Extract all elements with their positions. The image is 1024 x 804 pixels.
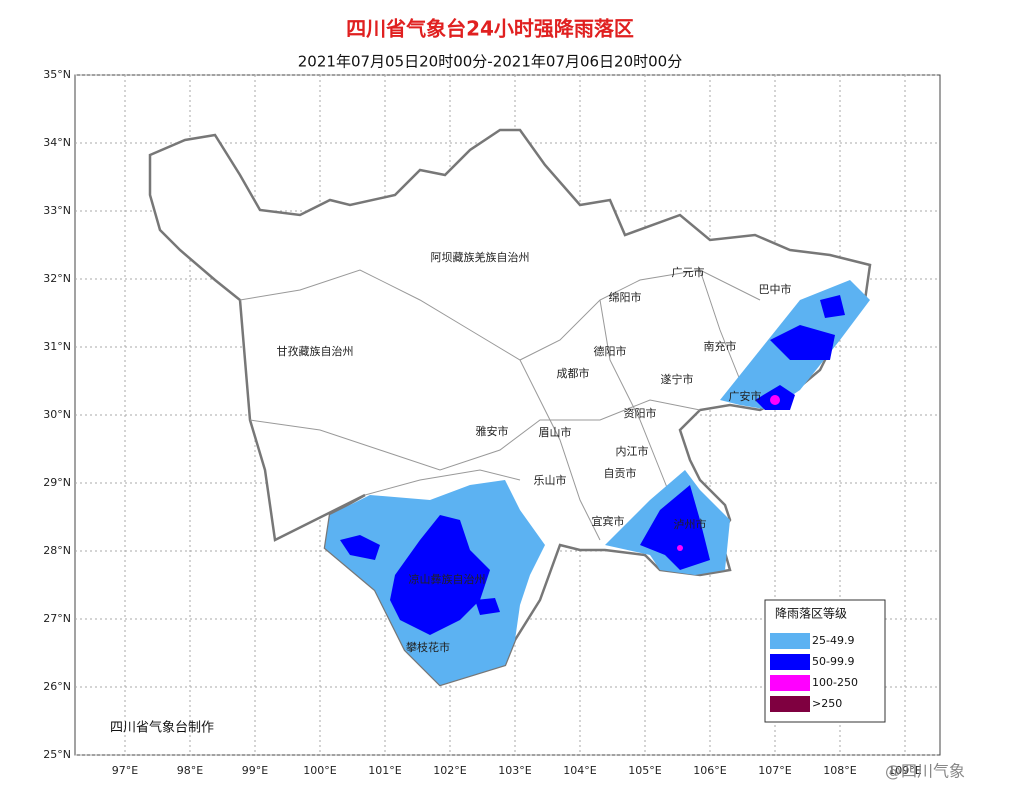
- lat-label: 30°N: [43, 408, 71, 421]
- city-label: 泸州市: [674, 517, 707, 531]
- city-label: 甘孜藏族自治州: [277, 344, 354, 358]
- city-label: 乐山市: [534, 473, 567, 487]
- watermark: @四川气象: [885, 762, 965, 781]
- city-label: 巴中市: [759, 282, 792, 296]
- legend-swatch: [770, 696, 810, 712]
- lon-label: 109°E: [888, 764, 921, 777]
- legend-swatch: [770, 654, 810, 670]
- lon-label: 101°E: [368, 764, 401, 777]
- lat-label: 29°N: [43, 476, 71, 489]
- lon-label: 100°E: [303, 764, 336, 777]
- city-label: 德阳市: [594, 344, 627, 358]
- city-label: 遂宁市: [661, 372, 694, 386]
- lon-label: 107°E: [758, 764, 791, 777]
- credit: 四川省气象台制作: [110, 720, 214, 736]
- city-label: 眉山市: [539, 425, 572, 439]
- city-label: 成都市: [557, 366, 590, 380]
- legend-label: >250: [812, 697, 842, 710]
- lon-label: 108°E: [823, 764, 856, 777]
- city-label: 宜宾市: [592, 514, 625, 528]
- legend-label: 50-99.9: [812, 655, 854, 668]
- lat-label: 28°N: [43, 544, 71, 557]
- city-label: 绵阳市: [609, 290, 642, 304]
- city-label: 南充市: [704, 339, 737, 353]
- lat-label: 34°N: [43, 136, 71, 149]
- lat-label: 33°N: [43, 204, 71, 217]
- city-label: 凉山彝族自治州: [409, 572, 486, 586]
- rain-100: [677, 395, 780, 551]
- legend-swatch: [770, 633, 810, 649]
- lon-label: 102°E: [433, 764, 466, 777]
- subtitle: 2021年07月05日20时00分-2021年07月06日20时00分: [298, 53, 682, 71]
- legend-items: 25-49.9 50-99.9 100-250 >250: [770, 633, 858, 712]
- lat-label: 31°N: [43, 340, 71, 353]
- city-label: 广安市: [729, 389, 762, 403]
- city-label: 内江市: [616, 444, 649, 458]
- lon-label: 105°E: [628, 764, 661, 777]
- lat-label: 35°N: [43, 68, 71, 81]
- title: 四川省气象台24小时强降雨落区: [346, 17, 634, 41]
- city-label: 阿坝藏族羌族自治州: [431, 250, 530, 264]
- legend-title: 降雨落区等级: [775, 607, 847, 621]
- lon-label: 103°E: [498, 764, 531, 777]
- lon-label: 106°E: [693, 764, 726, 777]
- city-label: 攀枝花市: [406, 640, 450, 654]
- lon-label: 98°E: [177, 764, 203, 777]
- lat-label: 25°N: [43, 748, 71, 761]
- legend-swatch: [770, 675, 810, 691]
- lon-label: 99°E: [242, 764, 268, 777]
- lat-label: 26°N: [43, 680, 71, 693]
- city-label: 自贡市: [604, 466, 637, 480]
- city-label: 资阳市: [624, 406, 657, 420]
- city-label: 广元市: [672, 265, 705, 279]
- lon-label: 104°E: [563, 764, 596, 777]
- legend-label: 100-250: [812, 676, 858, 689]
- lat-label: 27°N: [43, 612, 71, 625]
- lat-label: 32°N: [43, 272, 71, 285]
- legend-label: 25-49.9: [812, 634, 854, 647]
- city-label: 雅安市: [476, 424, 509, 438]
- lon-label: 97°E: [112, 764, 138, 777]
